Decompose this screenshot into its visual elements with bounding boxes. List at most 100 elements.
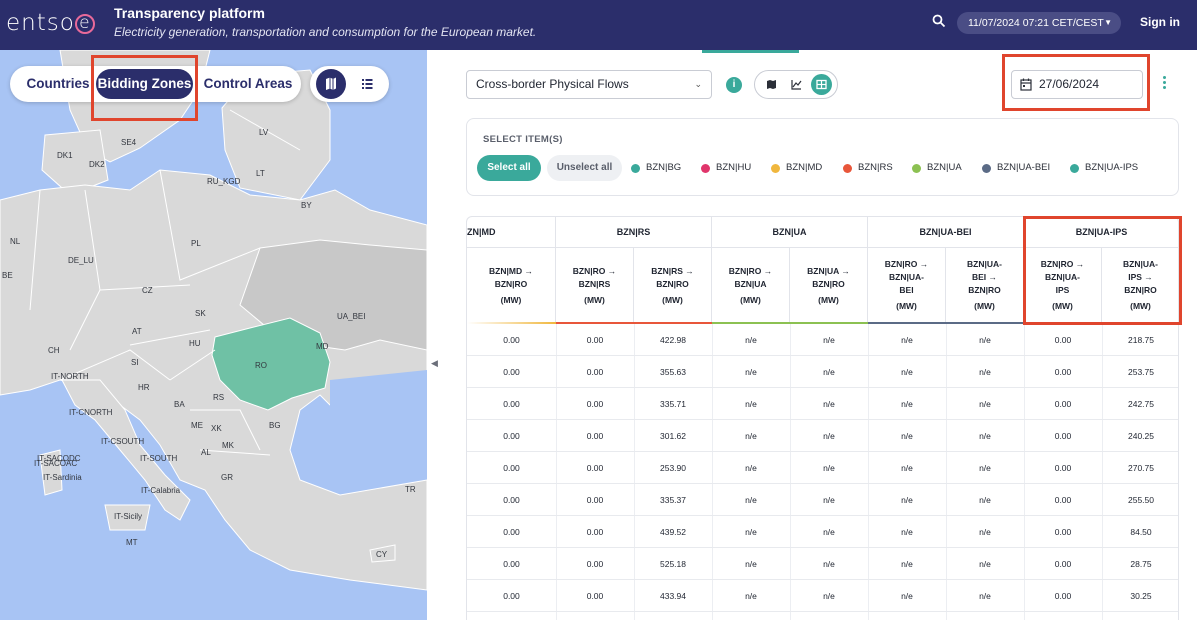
map-label: BY bbox=[301, 201, 312, 210]
column-label-line: BZN|UA- bbox=[1045, 272, 1080, 282]
table-column-header[interactable]: BZN|UA → BZN|RO (MW) bbox=[790, 248, 868, 323]
column-unit: (MW) bbox=[740, 294, 761, 305]
legend-item[interactable]: BZN|UA-BEI bbox=[982, 161, 1050, 175]
search-icon[interactable] bbox=[932, 14, 946, 28]
table-column-header[interactable]: BZN|RO → BZN|UA- BEI (MW) bbox=[868, 248, 946, 323]
table-cell: n/e bbox=[745, 335, 757, 345]
datetime-dropdown[interactable]: 11/07/2024 07:21 CET/CEST ▼ bbox=[957, 12, 1121, 34]
legend-label: BZN|MD bbox=[786, 162, 823, 173]
select-all-button[interactable]: Select all bbox=[477, 155, 541, 181]
table-cell: n/e bbox=[823, 367, 835, 377]
collapse-panel-icon[interactable]: ◀ bbox=[431, 358, 438, 368]
line-chart-button[interactable] bbox=[786, 74, 807, 95]
legend-item[interactable]: BZN|UA bbox=[912, 161, 962, 175]
map-panel[interactable]: SE4 DK1 DK2 LV LT RU_KGD BY NL BE DE_LU … bbox=[0, 50, 427, 620]
legend-item[interactable]: BZN|HU bbox=[701, 161, 751, 175]
table-column-header[interactable]: BZN|RO → BZN|UA (MW) bbox=[712, 248, 790, 323]
table-cell: 0.00 bbox=[586, 399, 604, 409]
table-cell: n/e bbox=[979, 591, 991, 601]
europe-map[interactable] bbox=[0, 50, 427, 620]
mode-control-areas-button[interactable]: Control Areas bbox=[203, 76, 293, 91]
table-cell: 0.00 bbox=[586, 527, 604, 537]
column-label-line: BZN|UA- bbox=[889, 272, 924, 282]
dataset-select[interactable]: Cross-border Physical Flows ⌄ bbox=[466, 70, 712, 99]
table-cell: 0.00 bbox=[1054, 463, 1072, 473]
table-cell: 0.00 bbox=[1054, 495, 1072, 505]
column-label-line: BZN|RO bbox=[494, 278, 528, 289]
legend-item[interactable]: BZN|BG bbox=[631, 161, 681, 175]
table-cell: n/e bbox=[901, 559, 913, 569]
region-cyprus bbox=[369, 544, 396, 563]
tab-indicator bbox=[702, 50, 799, 53]
column-label-line: BZN|RO bbox=[968, 285, 1001, 295]
mode-bidding-zones-button[interactable]: Bidding Zones bbox=[96, 69, 193, 99]
table-view-button[interactable] bbox=[811, 74, 832, 95]
map-view-chart-button[interactable] bbox=[761, 74, 782, 95]
table-column-header[interactable]: BZN|UA- BEI → BZN|RO (MW) bbox=[946, 248, 1024, 323]
table-column-header[interactable]: BZN|RO → BZN|UA- IPS (MW) bbox=[1024, 248, 1102, 323]
table-cell: n/e bbox=[979, 463, 991, 473]
legend-dot bbox=[1070, 164, 1079, 173]
region-ro bbox=[211, 317, 331, 411]
table-column-header[interactable]: BZN|UA- IPS → BZN|RO (MW) bbox=[1102, 248, 1178, 323]
table-cell: n/e bbox=[745, 559, 757, 569]
table-cell: 335.37 bbox=[660, 495, 686, 505]
column-label-line: BZN|RS → bbox=[651, 265, 694, 276]
table-cell: 0.00 bbox=[503, 495, 520, 505]
mode-countries-button[interactable]: Countries bbox=[26, 76, 90, 91]
map-view-button[interactable] bbox=[316, 69, 346, 99]
table-cell: 0.00 bbox=[503, 591, 520, 601]
table-cell: n/e bbox=[901, 463, 913, 473]
table-cell: 0.00 bbox=[1054, 527, 1072, 537]
map-label: BG bbox=[269, 421, 281, 430]
table-cell: 0.00 bbox=[586, 335, 604, 345]
table-cell: 84.50 bbox=[1130, 527, 1152, 537]
map-label: IT-CNORTH bbox=[69, 408, 113, 417]
table-row bbox=[467, 419, 1178, 420]
info-icon[interactable]: i bbox=[726, 77, 742, 93]
more-options-icon[interactable] bbox=[1160, 74, 1168, 94]
table-column-header[interactable]: BZN|MD → BZN|RO (MW) bbox=[467, 248, 556, 323]
region-italy bbox=[61, 379, 191, 521]
column-label-line: BZN|MD → bbox=[489, 265, 533, 276]
map-label: MT bbox=[126, 538, 138, 547]
table-cell: n/e bbox=[901, 367, 913, 377]
table-cell: n/e bbox=[979, 399, 991, 409]
table-cell: n/e bbox=[823, 527, 835, 537]
table-cell: 422.98 bbox=[660, 335, 686, 345]
flows-table: ZN|MD BZN|RS BZN|UA BZN|UA-BEI BZN|UA-IPS BZN… bbox=[466, 216, 1179, 620]
chevron-down-icon: ▼ bbox=[1104, 18, 1112, 27]
unselect-all-button[interactable]: Unselect all bbox=[547, 155, 622, 181]
map-label: LT bbox=[256, 169, 265, 178]
legend-item[interactable]: BZN|UA-IPS bbox=[1070, 161, 1138, 175]
entsoe-logo[interactable]: entso e bbox=[6, 10, 95, 36]
column-label-line: BZN|UA- bbox=[967, 259, 1002, 269]
table-cell: 218.75 bbox=[1128, 335, 1154, 345]
map-label: PL bbox=[191, 239, 201, 248]
map-icon bbox=[767, 80, 776, 89]
legend-item[interactable]: BZN|RS bbox=[843, 161, 893, 175]
table-row bbox=[467, 451, 1178, 452]
table-cell: n/e bbox=[823, 463, 835, 473]
map-label: IT-CSOUTH bbox=[101, 437, 145, 446]
map-label: SI bbox=[131, 358, 139, 367]
borders bbox=[29, 109, 301, 456]
table-cell: 270.75 bbox=[1128, 463, 1154, 473]
map-label: IT-SACODC bbox=[37, 454, 81, 463]
legend-dot bbox=[982, 164, 991, 173]
column-unit: (MW) bbox=[896, 301, 917, 311]
map-label: TR bbox=[405, 485, 416, 494]
sign-in-link[interactable]: Sign in bbox=[1140, 15, 1180, 29]
legend-label: BZN|UA-IPS bbox=[1085, 162, 1139, 173]
table-row bbox=[467, 483, 1178, 484]
table-row bbox=[467, 355, 1178, 356]
legend-dot bbox=[912, 164, 921, 173]
table-cell: n/e bbox=[979, 495, 991, 505]
table-column-header[interactable]: BZN|RO → BZN|RS (MW) bbox=[556, 248, 634, 323]
table-cell: n/e bbox=[979, 559, 991, 569]
legend-item[interactable]: BZN|MD bbox=[771, 161, 822, 175]
date-picker-field[interactable]: 27/06/2024 bbox=[1011, 70, 1143, 99]
table-cell: 0.00 bbox=[586, 559, 604, 569]
table-column-header[interactable]: BZN|RS → BZN|RO (MW) bbox=[634, 248, 712, 323]
list-view-button[interactable] bbox=[352, 69, 382, 99]
